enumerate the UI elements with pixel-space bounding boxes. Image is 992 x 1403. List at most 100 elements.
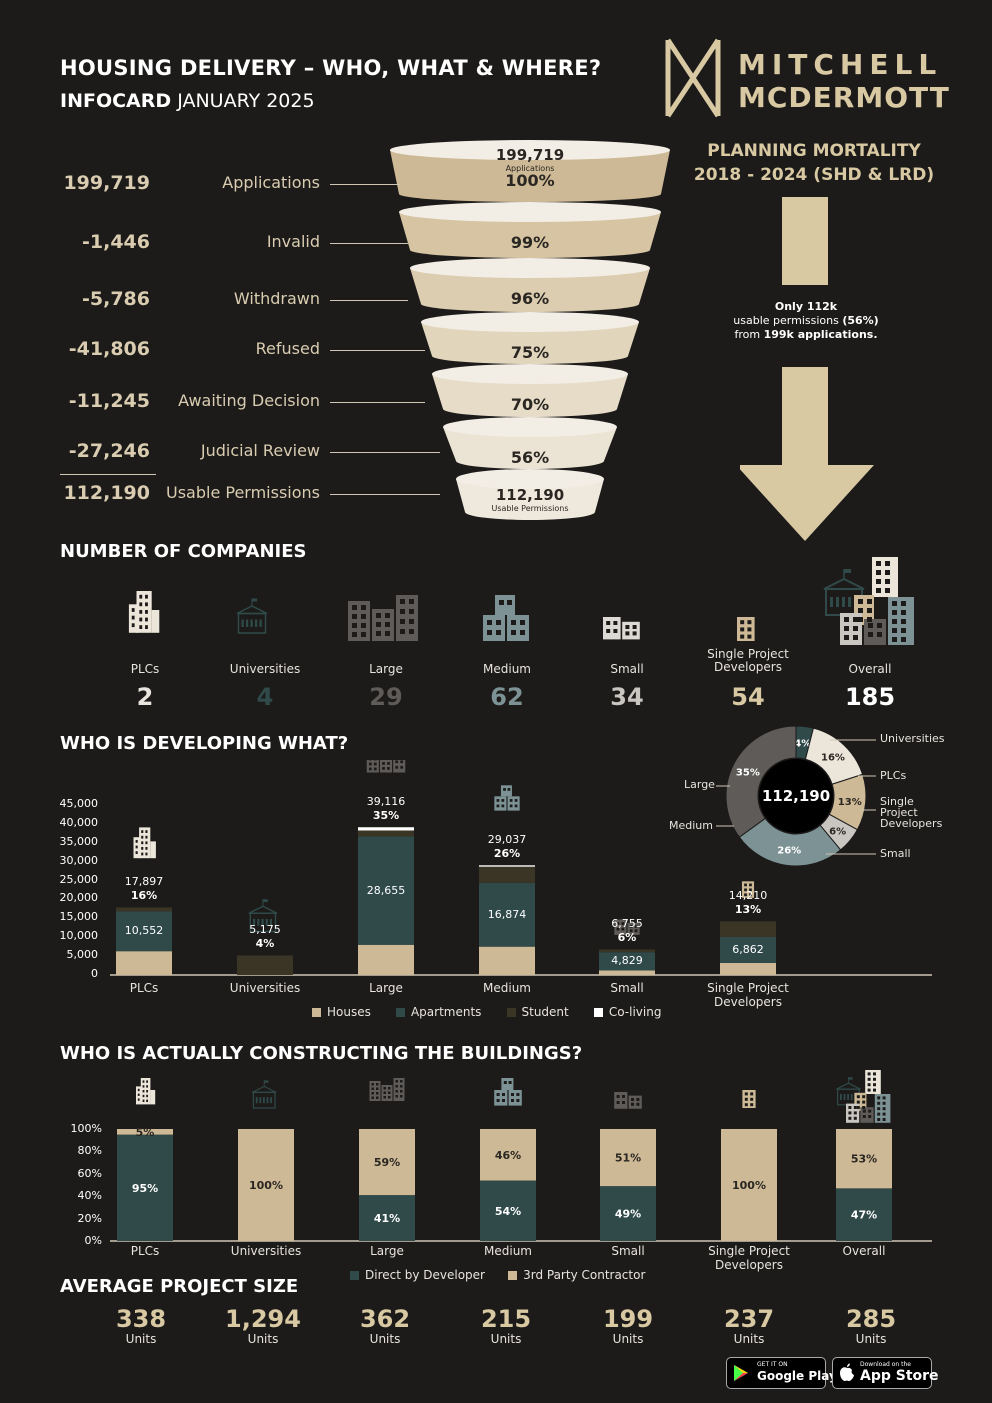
constructing-y-tick: 100% [70,1122,102,1135]
bar-single-project-developers-apartments [720,936,776,963]
developing-y-tick: 20,000 [59,891,99,905]
con-pct-small-direct-by-developer: 49% [615,1208,641,1221]
company-label-medium: Medium [483,662,531,676]
legend-contractor: 3rd Party Contractor [508,1268,645,1282]
company-label-single-project-developers: Single Project Developers [707,647,789,674]
avg-size-value: 199 [602,1305,654,1333]
mortality-note-3b: 199k applications. [763,328,878,341]
developing-y-tick: 30,000 [59,853,99,867]
donut-center [759,759,833,833]
donut-label-single: Single Project Developers [880,795,943,830]
avg-size-value: 237 [723,1305,775,1333]
avg-size-value: 1,294 [225,1305,301,1333]
universities-building-icon [236,598,268,634]
funnel-segment-4 [421,322,639,364]
bar-apartments-label-single-project-developers: 6,862 [732,942,764,956]
funnel-label-invalid: Invalid [266,232,320,251]
bar-total-small: 6,755 [611,917,643,931]
page-title: HOUSING DELIVERY – WHO, WHAT & WHERE? [60,56,602,80]
company-label-universities: Universities [229,662,301,676]
mortality-note-line2: usable permissions (56%) [706,314,906,328]
donut-label-universities: Universities [880,732,945,745]
con-bar-large-3rd-party-contractor [359,1129,415,1196]
con-bar-large-direct-by-developer [359,1195,415,1241]
avg-size-unit: Units [733,1332,765,1346]
small-con-icon [614,1092,642,1109]
con-bar-small-3rd-party-contractor [600,1129,656,1187]
developing-x-label-universities: Universities [229,981,301,995]
bar-small-student [599,949,655,953]
donut-pct-large: 35% [736,767,760,778]
small-chart-icon [614,919,640,935]
bar-single-project-developers-student [720,921,776,937]
google-play-small: GET IT ON [757,1361,788,1368]
funnel-label-applications: Applications [222,173,320,192]
small-icon-shape [603,617,640,640]
con-x-label-overall: Overall [842,1244,886,1258]
funnel-value-judicial-review: -27,246 [68,440,150,462]
funnel-label-refused: Refused [255,339,320,358]
con-x-label-plcs: PLCs [130,1244,160,1258]
bar-share-universities: 4% [255,937,275,951]
funnel-leader-line [330,300,408,301]
single-project-developers-con-icon [742,1090,756,1108]
subtitle-infocard: INFOCARD [60,90,172,112]
bar-share-medium: 26% [493,847,521,861]
funnel-leader-line [330,452,440,453]
small-con-icon-shape [614,1092,642,1109]
avg-size-value: 285 [845,1305,897,1333]
con-bar-overall-direct-by-developer [836,1188,892,1241]
app-store-button[interactable]: Download on the App Store [832,1357,939,1389]
plcs-chart-icon-shape [133,827,156,859]
funnel-bottom-caption: Usable Permissions [491,504,568,513]
funnel-segment-top-3 [410,258,650,278]
single-project-developers-chart-icon [741,881,755,898]
overall-building-icon [823,557,914,645]
funnel-segment-2 [399,212,661,258]
legend-apartments-swatch [395,1008,405,1017]
app-store-big: App Store [860,1368,939,1384]
bar-plcs-student [116,907,172,912]
mitchell-mcdermott-logo-icon [665,38,721,118]
con-x-label-large: Large [370,1244,404,1258]
bar-share-small: 6% [617,931,637,945]
funnel-segment-top-7 [456,469,604,489]
funnel-pct-4: 75% [511,343,549,362]
donut-label-large: Large [684,778,715,791]
developing-y-tick: 35,000 [59,834,99,848]
funnel-label-withdrawn: Withdrawn [233,289,320,308]
company-label-small: Small [610,662,644,676]
avg-size-unit: Units [855,1332,887,1346]
apple-icon [840,1363,854,1381]
google-play-button[interactable]: GET IT ON Google Play [726,1357,837,1389]
bar-total-universities: 5,175 [249,923,281,937]
legend-apartments: Apartments [395,1005,481,1019]
overall-con-icon-shape [836,1070,891,1123]
legend-coliving-label: Co-living [608,1005,662,1019]
avg-size-value: 338 [115,1305,167,1333]
bar-total-single-project-developers: 14,210 [728,889,768,903]
funnel-segment-top-4 [421,312,639,332]
funnel-segment-5 [432,374,628,417]
google-play-big: Google Play [757,1369,837,1383]
single-project-developers-building-icon [737,617,755,641]
funnel-segment-top-1 [390,140,670,160]
medium-chart-icon-shape [494,785,520,811]
large-building-icon [348,595,418,641]
developing-section-title: WHO IS DEVELOPING WHAT? [60,733,349,754]
single-project-developers-chart-icon-shape [741,881,755,898]
bar-medium-apartments [479,882,535,947]
donut-center-label: 112,190 [762,787,830,805]
funnel-leader-line [330,402,425,403]
plcs-icon-shape [128,591,160,633]
company-count-single-project-developers: 54 [731,683,765,711]
avg-size-value: 215 [480,1305,532,1333]
company-label-overall: Overall [848,662,892,676]
developing-legend: Houses Apartments Student Co-living [312,1001,661,1020]
legend-coliving-swatch [593,1008,603,1017]
funnel-leader-line [330,184,400,185]
funnel-leader-line [330,243,408,244]
bar-medium-co-living [479,865,535,867]
bar-total-plcs: 17,897 [124,875,164,889]
developing-y-tick: 15,000 [59,910,99,924]
